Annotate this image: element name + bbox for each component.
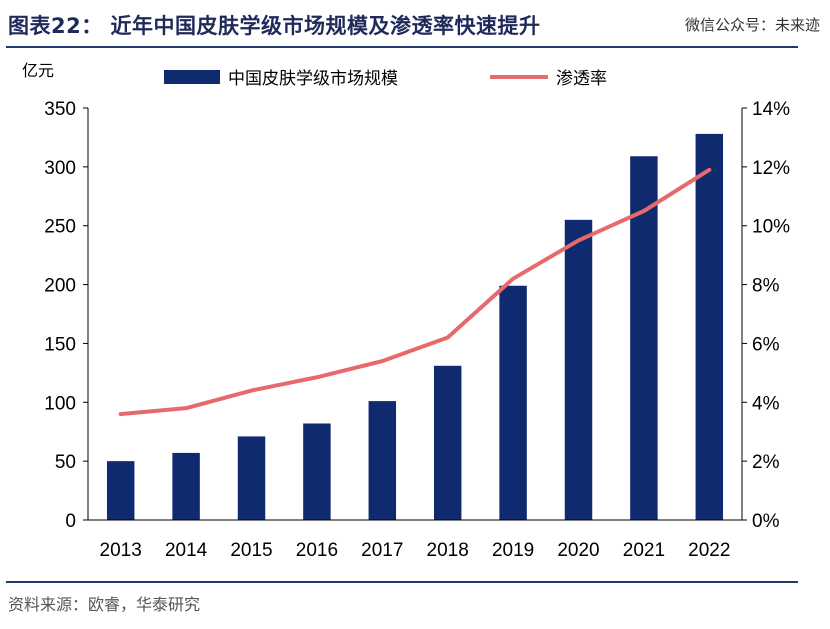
legend-swatch-bar: [164, 70, 220, 84]
bar-2014: [172, 452, 200, 520]
left-tick-label: 200: [44, 276, 76, 297]
left-tick-label: 100: [44, 393, 76, 414]
source-note: 资料来源：欧睿，华泰研究: [8, 595, 201, 614]
bar-2018: [433, 365, 462, 520]
right-tick-label: 0%: [752, 511, 780, 532]
x-tick-label: 2019: [492, 540, 534, 561]
left-axis: 0 50 100 150 200 250 300 350: [44, 99, 89, 532]
bottom-divider: [6, 581, 798, 583]
bar-2022: [695, 133, 724, 520]
penetration-rate-line: [118, 167, 712, 417]
chart-title: 图表22： 近年中国皮肤学级市场规模及渗透率快速提升: [8, 14, 541, 38]
left-tick-label: 0: [65, 511, 76, 532]
x-tick-label: 2021: [623, 540, 665, 561]
x-tick-label: 2014: [165, 540, 208, 561]
left-tick-label: 350: [44, 99, 76, 120]
right-tick-label: 4%: [752, 393, 780, 414]
x-tick-label: 2015: [230, 540, 272, 561]
bar-2017: [368, 401, 397, 520]
chart-header: 图表22： 近年中国皮肤学级市场规模及渗透率快速提升 微信公众号：未来迹: [0, 0, 830, 48]
x-tick-label: 2020: [557, 540, 599, 561]
right-tick-label: 8%: [752, 276, 780, 297]
right-axis: 0% 2% 4% 6% 8% 10% 12% 14%: [741, 99, 790, 532]
bar-2015: [237, 436, 266, 520]
chart-area: 亿元 中国皮肤学级市场规模 渗透率 050100150200250300350 …: [22, 61, 790, 561]
bar-2013: [106, 461, 135, 520]
legend-label-line: 渗透率: [556, 69, 607, 89]
x-tick-label: 2013: [100, 540, 142, 561]
bar-2020: [564, 219, 593, 521]
left-tick-label: 50: [55, 452, 76, 473]
bar-2019: [499, 285, 527, 520]
left-tick-label: 250: [44, 217, 76, 238]
watermark: 微信公众号：未来迹: [684, 16, 820, 34]
x-tick-label: 2022: [688, 540, 730, 561]
line-series: [118, 167, 712, 417]
right-tick-label: 12%: [752, 158, 790, 179]
x-tick-label: 2017: [361, 540, 403, 561]
left-tick-label: 300: [44, 158, 76, 179]
left-tick-label: 150: [44, 334, 76, 355]
right-tick-label: 2%: [752, 452, 780, 473]
x-tick-label: 2016: [296, 540, 338, 561]
left-axis-unit-label: 亿元: [22, 61, 54, 80]
top-divider: [6, 46, 798, 48]
bar-2016: [303, 423, 331, 520]
bar-series: [106, 133, 724, 521]
x-tick-label: 2018: [427, 540, 469, 561]
legend: 中国皮肤学级市场规模 渗透率: [164, 69, 607, 89]
right-tick-label: 14%: [752, 99, 790, 120]
legend-label-bar: 中国皮肤学级市场规模: [228, 69, 398, 89]
right-tick-label: 10%: [752, 217, 790, 238]
x-axis: 2013 2014 2015 2016 2017 2018 2019 2020 2021 2022: [88, 519, 742, 561]
right-tick-label: 6%: [752, 334, 780, 355]
